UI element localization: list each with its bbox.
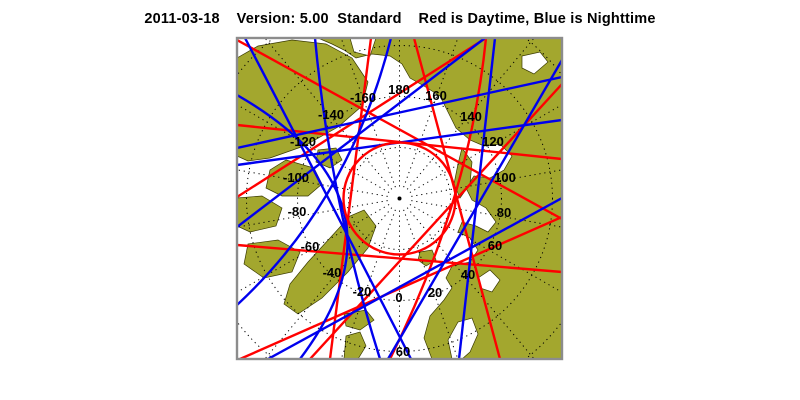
terminator-circle [342, 141, 457, 256]
longitude-label: -100 [283, 170, 309, 185]
latitude-label: 60 [396, 344, 410, 359]
landmass-siberia-scandinavia [317, 38, 562, 359]
longitude-label: 80 [497, 205, 511, 220]
longitude-label: 140 [460, 109, 482, 124]
day-track [328, 38, 373, 359]
pole-marker [397, 196, 402, 201]
latitude-circle [348, 147, 451, 250]
page-title: 2011-03-18 Version: 5.00 Standard Red is… [144, 11, 656, 27]
longitude-label: 160 [425, 88, 447, 103]
longitude-label: 180 [388, 82, 410, 97]
longitude-label: -140 [318, 107, 344, 122]
night-track [237, 38, 486, 228]
latitude-circle [297, 96, 502, 301]
landmass-greenland [283, 209, 377, 315]
night-track [237, 38, 393, 306]
night-track [237, 93, 349, 359]
night-track [457, 38, 497, 359]
longitude-label: -120 [290, 134, 316, 149]
longitude-label: -20 [353, 284, 372, 299]
night-track [237, 75, 562, 150]
longitude-label: 40 [461, 267, 475, 282]
landmass-britain [343, 331, 367, 359]
day-track [237, 38, 562, 221]
longitude-label: 100 [494, 170, 516, 185]
longitude-label: -80 [288, 204, 307, 219]
map-frame [235, 36, 564, 361]
latitude-circle [246, 45, 553, 352]
longitude-label: 20 [428, 285, 442, 300]
longitude-label: 120 [482, 134, 504, 149]
day-track [237, 38, 487, 199]
longitude-label: 0 [395, 290, 402, 305]
day-track [237, 243, 562, 274]
longitude-label: -160 [350, 90, 376, 105]
longitude-label: -60 [301, 239, 320, 254]
sea-chukchi-lagoon [521, 51, 549, 75]
longitude-label: 60 [488, 238, 502, 253]
day-track [239, 215, 562, 359]
longitude-label: -40 [323, 265, 342, 280]
night-track [243, 38, 413, 359]
day-track [388, 38, 488, 359]
